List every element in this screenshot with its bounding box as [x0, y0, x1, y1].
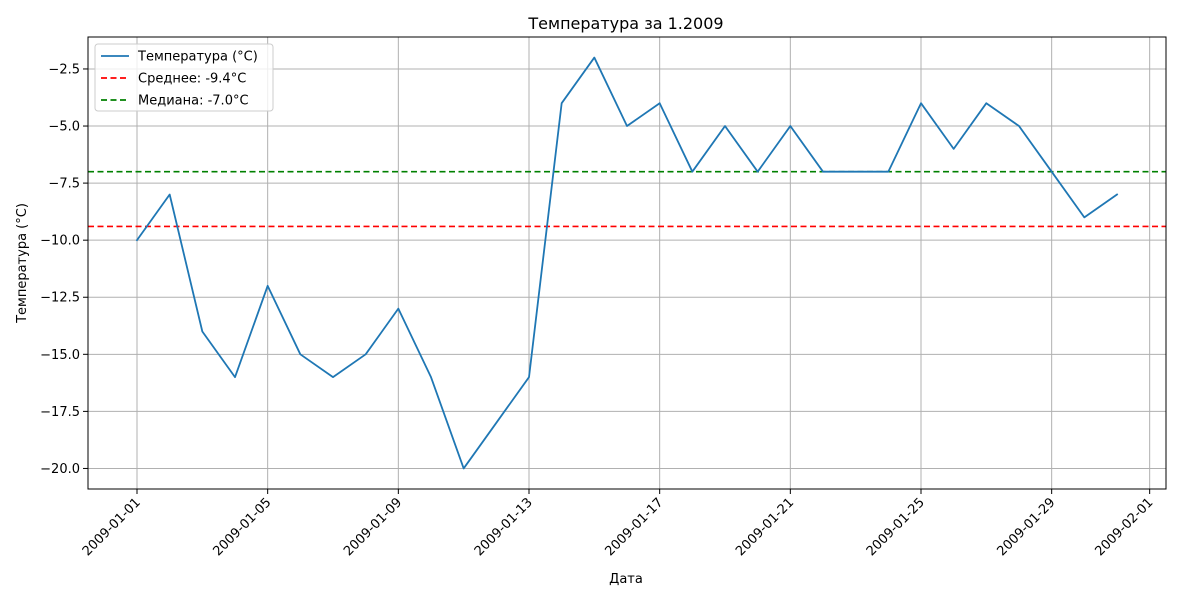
x-tick-label: 2009-01-09	[341, 495, 405, 559]
y-tick-label: −7.5	[48, 177, 80, 192]
legend: Температура (°C) Среднее: -9.4°C Медиана: …	[94, 43, 274, 112]
x-axis-ticks: 2009-01-01 2009-01-05 2009-01-09 2009-01-13…	[80, 489, 1156, 559]
x-tick-label: 2009-01-17	[602, 495, 666, 559]
grid	[88, 37, 1166, 489]
x-tick-label: 2009-01-25	[864, 495, 928, 559]
series-line	[135, 56, 1119, 470]
legend-label: Медиана: -7.0°C	[138, 94, 249, 109]
x-axis-label: Дата	[609, 572, 643, 587]
chart-title: Температура за 1.2009	[527, 14, 723, 33]
y-tick-label: −20.0	[40, 462, 80, 477]
reference-lines	[88, 170, 1166, 228]
series-layer	[135, 56, 1119, 470]
y-axis-label: Температура (°C)	[15, 203, 30, 324]
y-tick-label: −17.5	[40, 405, 80, 420]
legend-label: Среднее: -9.4°C	[138, 72, 246, 87]
y-tick-label: −15.0	[40, 348, 80, 363]
plot-frame	[87, 36, 1167, 490]
y-tick-label: −12.5	[40, 291, 80, 306]
x-tick-label: 2009-02-01	[1092, 495, 1156, 559]
x-tick-label: 2009-01-01	[80, 495, 144, 559]
y-tick-label: −5.0	[48, 120, 80, 135]
y-axis-ticks: −2.5 −5.0 −7.5 −10.0 −12.5 −15.0 −17.5 −20.0	[40, 62, 88, 477]
legend-box	[94, 43, 274, 112]
y-tick-label: −2.5	[48, 62, 80, 77]
x-tick-label: 2009-01-13	[472, 495, 536, 559]
x-tick-label: 2009-01-29	[994, 495, 1058, 559]
legend-label: Температура (°C)	[137, 50, 258, 65]
y-tick-label: −10.0	[40, 234, 80, 249]
x-tick-label: 2009-01-05	[210, 495, 274, 559]
x-tick-label: 2009-01-21	[733, 495, 797, 559]
